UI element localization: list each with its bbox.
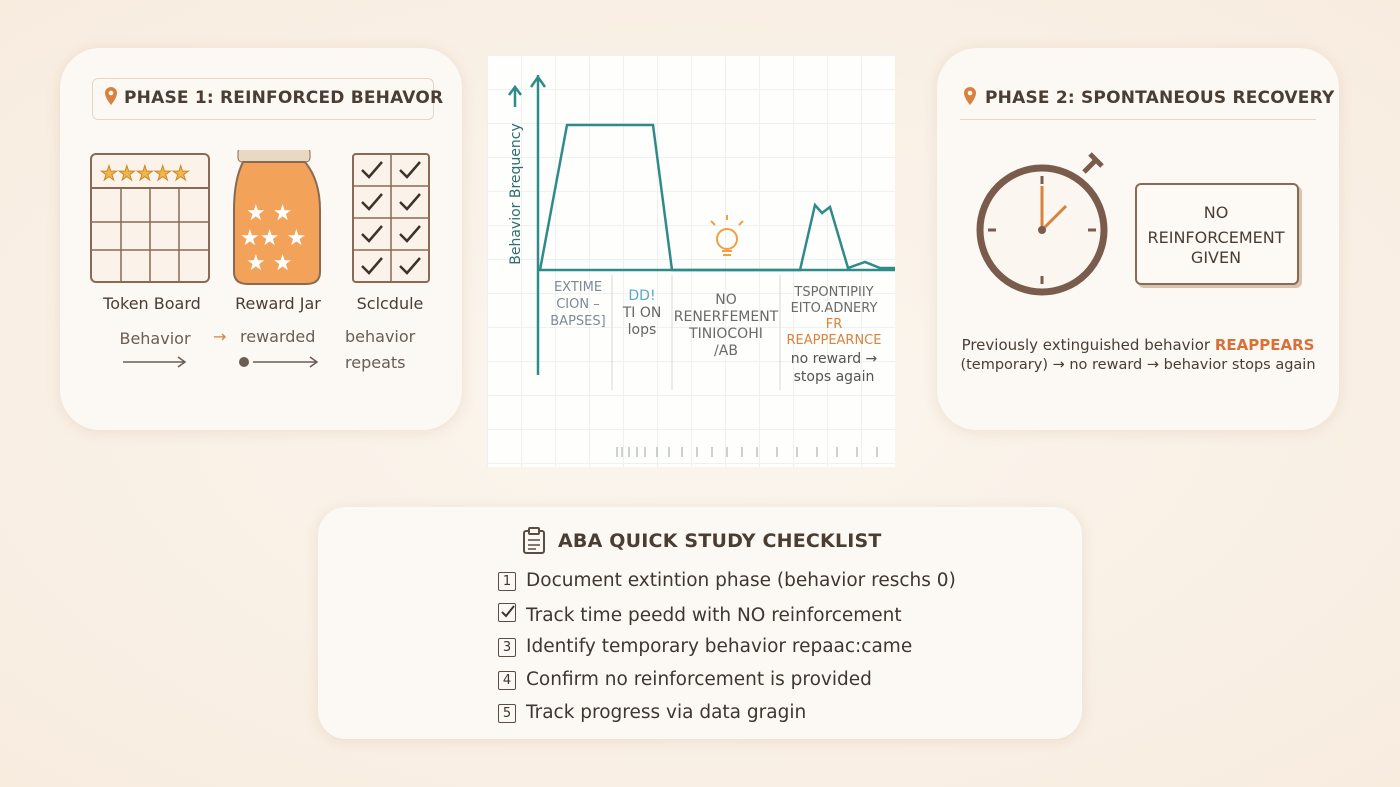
graph bbox=[508, 74, 895, 457]
phase2-title: PHASE 2: SPONTANEOUS RECOVERY bbox=[985, 88, 1335, 108]
line: EITO.ADNERY bbox=[790, 301, 878, 316]
marker: 3 bbox=[498, 638, 516, 657]
clipboard-icon bbox=[523, 527, 545, 554]
description: Previously extinguished behavior REAPPEA… bbox=[938, 336, 1338, 354]
item-label: Reward Jar bbox=[235, 294, 321, 313]
text: Document extintion phase (behavior resch… bbox=[526, 570, 956, 591]
marker: 4 bbox=[498, 671, 516, 690]
text: Identify temporary behavior repaac:came bbox=[526, 636, 913, 657]
checklist-item: Track time peedd with NO reinforcement bbox=[498, 603, 902, 626]
phase-label: NO RENERFEMENT TINIOCOHI/AB bbox=[672, 292, 780, 360]
line: TINIOCOHI bbox=[689, 326, 763, 342]
phase-label: TSPONTIPIIY EITO.ADNERY FR REAPPEARNCE no re… bbox=[780, 285, 888, 385]
svg-text:★ ★: ★ ★ bbox=[246, 251, 292, 276]
flow-arrows bbox=[123, 356, 319, 368]
line: EXTIME bbox=[553, 280, 603, 295]
phase1-icons: ★★★★★ ★ ★★★ ★★ ★ bbox=[90, 150, 430, 285]
y-axis-label: Behavior Brequency bbox=[508, 123, 524, 265]
clock-icon bbox=[976, 152, 1108, 296]
line: TSPONTIPIIY bbox=[794, 285, 874, 300]
line: REAPPEARNCE bbox=[786, 333, 882, 348]
check-box bbox=[498, 603, 516, 622]
text: Previously extinguished behavior bbox=[961, 336, 1211, 354]
svg-text:★★ ★: ★★ ★ bbox=[240, 226, 306, 251]
divider bbox=[960, 119, 1316, 120]
phase1-title: PHASE 1: REINFORCED BEHAVOR bbox=[124, 88, 444, 108]
checklist-item: 4 Confirm no reinforcement is provided bbox=[498, 669, 872, 690]
checklist-title: ABA QUICK STUDY CHECKLIST bbox=[558, 530, 882, 552]
line: BAPSES] bbox=[550, 314, 606, 329]
marker: 1 bbox=[498, 572, 516, 591]
flow-rewarded: rewarded bbox=[240, 327, 316, 346]
no-reinforcement-box bbox=[1135, 183, 1299, 285]
line: CION – bbox=[556, 297, 600, 312]
checklist-item: 5 Track progress via data gragin bbox=[498, 702, 806, 723]
text: Track time peedd with NO reinforcement bbox=[526, 605, 902, 626]
svg-text:★★★★★: ★★★★★ bbox=[100, 161, 190, 185]
line: TI ON bbox=[622, 305, 662, 321]
line: stops again bbox=[793, 369, 875, 385]
text: Track progress via data gragin bbox=[526, 702, 807, 723]
box-line: GIVEN bbox=[1190, 248, 1242, 267]
line: /AB bbox=[714, 343, 738, 359]
item-label: Token Board bbox=[103, 294, 201, 313]
line: DD! bbox=[628, 288, 656, 304]
emphasis: REAPPEARS bbox=[1214, 336, 1315, 354]
svg-text:★ ★: ★ ★ bbox=[246, 201, 292, 226]
box-line: NO bbox=[1203, 203, 1229, 222]
phase1-title-box bbox=[92, 78, 434, 120]
box-line: REINFORCEMENT bbox=[1147, 228, 1285, 247]
line: FR bbox=[825, 317, 843, 332]
phase-label: DD! TI ON lops bbox=[612, 288, 672, 339]
item-label: Sclcdule bbox=[356, 294, 424, 313]
line: RENERFEMENT bbox=[673, 309, 779, 325]
description: (temporary) → no reward → behavior stops… bbox=[960, 357, 1316, 373]
checklist-item: 3 Identify temporary behavior repaac:came bbox=[498, 636, 912, 657]
line: NO bbox=[715, 292, 737, 308]
pin-icon bbox=[964, 87, 976, 105]
phase-label: EXTIME CION – BAPSES] bbox=[538, 279, 618, 330]
arrow: → bbox=[213, 327, 227, 346]
line: lops bbox=[627, 322, 657, 338]
checklist-item: 1 Document extintion phase (behavior resc… bbox=[498, 570, 956, 591]
flow-repeats: behavior bbox=[345, 327, 416, 346]
marker: 5 bbox=[498, 704, 516, 723]
graph-panel bbox=[487, 55, 895, 467]
checklist-card bbox=[318, 507, 1082, 739]
text: Confirm no reinforcement is provided bbox=[526, 669, 872, 690]
line: no reward → bbox=[790, 351, 878, 367]
pin-icon bbox=[105, 87, 117, 105]
flow-behavior: Behavior bbox=[119, 329, 191, 348]
flow-repeats: repeats bbox=[345, 353, 406, 372]
